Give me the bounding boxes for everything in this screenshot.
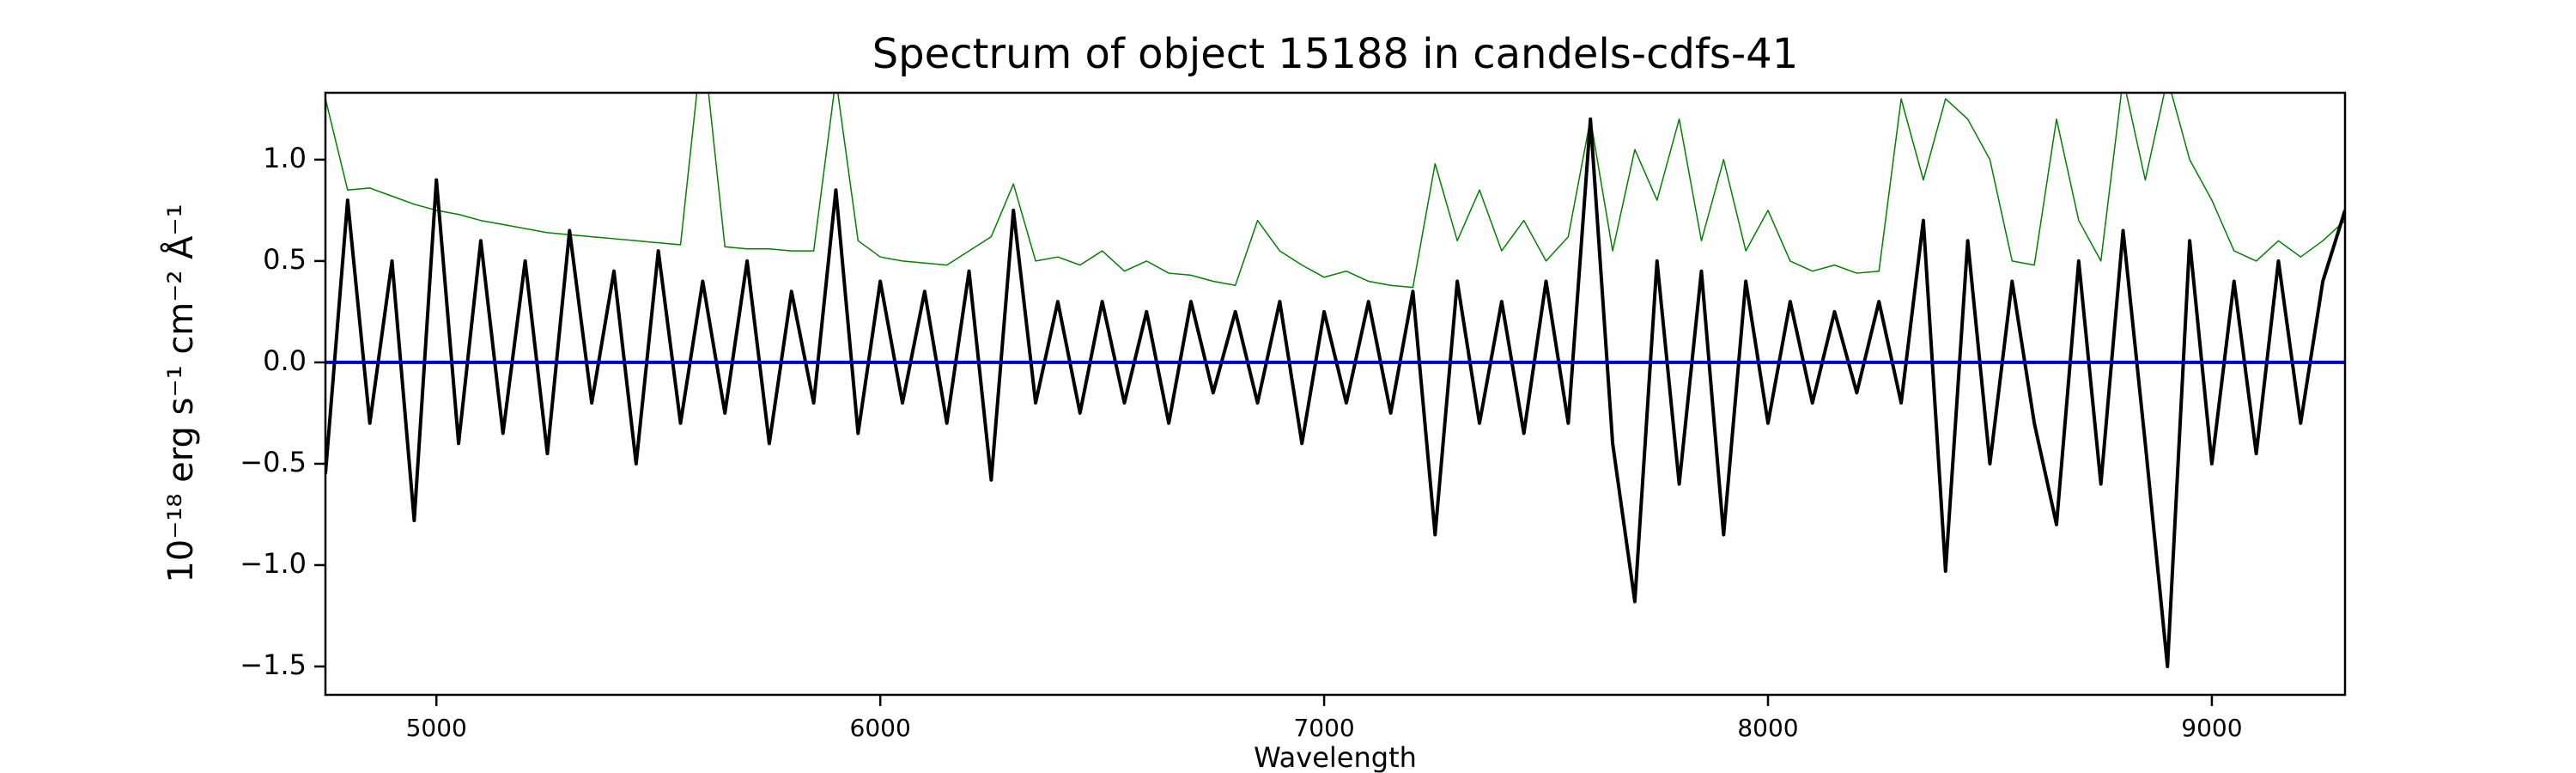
y-tick-label: 0.0: [263, 344, 307, 377]
plot-area: [325, 93, 2345, 668]
x-tick-label: 9000: [2181, 714, 2242, 742]
x-tick-label: 5000: [406, 714, 467, 742]
y-tick-label: −0.5: [240, 446, 307, 478]
x-axis-label: Wavelength: [1254, 741, 1417, 773]
y-tick-label: −1.5: [240, 648, 307, 681]
x-tick-label: 8000: [1737, 714, 1798, 742]
spectrum-line: [325, 117, 2345, 668]
x-tick-label: 7000: [1293, 714, 1354, 742]
y-tick-label: 0.5: [263, 243, 307, 276]
y-tick-label: −1.0: [240, 547, 307, 580]
y-tick-label: 1.0: [263, 142, 307, 174]
y-axis-label: 10⁻¹⁸ erg s⁻¹ cm⁻² Å⁻¹: [160, 204, 201, 582]
x-tick-label: 6000: [850, 714, 911, 742]
chart-title: Spectrum of object 15188 in candels-cdfs…: [872, 30, 1799, 78]
spectrum-line: [325, 93, 2345, 289]
plot-frame: [324, 91, 2347, 697]
